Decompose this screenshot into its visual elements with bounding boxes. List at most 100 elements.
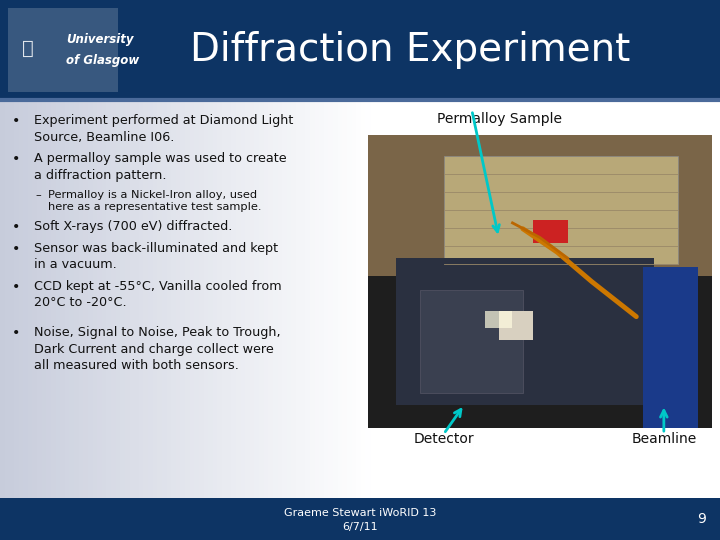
Bar	[107, 100, 112, 498]
Bar	[395, 258, 654, 404]
Bar	[333, 100, 338, 498]
Bar	[356, 100, 361, 498]
Bar	[97, 100, 103, 498]
Text: Soft X-rays (700 eV) diffracted.: Soft X-rays (700 eV) diffracted.	[34, 220, 233, 233]
Bar	[120, 100, 126, 498]
Bar	[485, 311, 513, 328]
Bar	[9, 100, 15, 498]
Bar	[32, 100, 38, 498]
Bar	[328, 100, 334, 498]
Bar	[130, 100, 135, 498]
Bar	[65, 100, 71, 498]
Bar	[37, 100, 42, 498]
Bar	[347, 100, 353, 498]
Text: 🏛: 🏛	[22, 39, 34, 58]
Text: University: University	[66, 33, 133, 46]
Bar	[342, 100, 348, 498]
Bar	[84, 100, 89, 498]
Bar	[23, 100, 29, 498]
Bar	[217, 100, 223, 498]
Bar	[269, 100, 274, 498]
Bar	[46, 100, 52, 498]
Bar	[60, 100, 66, 498]
Bar	[148, 100, 153, 498]
Bar	[250, 100, 256, 498]
Bar	[194, 100, 200, 498]
Text: •: •	[12, 326, 20, 340]
Bar	[310, 100, 315, 498]
Bar	[444, 156, 678, 264]
Bar	[643, 267, 698, 428]
Bar	[368, 135, 712, 275]
Text: 6/7/11: 6/7/11	[342, 522, 378, 532]
Text: of Glasgow: of Glasgow	[66, 53, 139, 66]
Bar	[189, 100, 195, 498]
Bar	[171, 100, 176, 498]
Bar	[236, 100, 241, 498]
Bar	[139, 100, 145, 498]
Bar	[319, 100, 325, 498]
Bar	[134, 100, 140, 498]
Bar	[14, 100, 19, 498]
Bar	[227, 100, 233, 498]
Bar	[88, 100, 94, 498]
Bar	[116, 100, 121, 498]
Text: •: •	[12, 220, 20, 234]
Bar	[185, 100, 191, 498]
Bar	[204, 100, 209, 498]
Bar	[292, 100, 297, 498]
Bar	[287, 100, 292, 498]
Bar	[0, 100, 6, 498]
Bar	[78, 100, 84, 498]
Text: •: •	[12, 280, 20, 294]
Bar	[259, 100, 265, 498]
Bar	[315, 100, 320, 498]
Text: Graeme Stewart iWoRID 13: Graeme Stewart iWoRID 13	[284, 508, 436, 518]
Text: Beamline: Beamline	[631, 432, 696, 446]
Text: Noise, Signal to Noise, Peak to Trough,
Dark Current and charge collect were
all: Noise, Signal to Noise, Peak to Trough, …	[34, 326, 281, 372]
Bar	[240, 100, 246, 498]
Bar	[102, 100, 107, 498]
Bar	[55, 100, 61, 498]
Text: Permalloy Sample: Permalloy Sample	[437, 112, 562, 126]
Bar	[301, 100, 306, 498]
Bar	[351, 100, 357, 498]
Text: –: –	[35, 190, 41, 200]
Bar	[208, 100, 214, 498]
Bar	[199, 100, 204, 498]
Text: A permalloy sample was used to create
a diffraction pattern.: A permalloy sample was used to create a …	[34, 152, 287, 181]
Bar	[42, 100, 48, 498]
Bar	[365, 100, 371, 498]
Bar	[222, 100, 228, 498]
Bar	[4, 100, 10, 498]
Bar	[19, 100, 24, 498]
Bar	[162, 100, 168, 498]
Bar	[153, 100, 158, 498]
Bar	[166, 100, 172, 498]
Bar	[533, 220, 567, 244]
Text: Diffraction Experiment: Diffraction Experiment	[190, 31, 630, 69]
Bar	[264, 100, 269, 498]
Bar	[282, 100, 288, 498]
Bar	[8, 8, 118, 92]
Bar	[338, 100, 343, 498]
Text: •: •	[12, 242, 20, 256]
Bar	[277, 100, 283, 498]
Bar	[176, 100, 181, 498]
Bar	[181, 100, 186, 498]
Bar	[361, 100, 366, 498]
Bar	[420, 291, 523, 393]
Bar	[212, 100, 218, 498]
Bar	[143, 100, 149, 498]
Text: •: •	[12, 152, 20, 166]
Text: 9: 9	[698, 512, 706, 526]
Bar	[111, 100, 117, 498]
Bar	[499, 311, 533, 340]
Bar	[254, 100, 260, 498]
Bar	[0, 498, 720, 540]
Text: Permalloy is a Nickel-Iron alloy, used
here as a representative test sample.: Permalloy is a Nickel-Iron alloy, used h…	[48, 190, 261, 212]
Bar	[296, 100, 302, 498]
Bar	[368, 135, 712, 428]
Bar	[157, 100, 163, 498]
Text: Sensor was back-illuminated and kept
in a vacuum.: Sensor was back-illuminated and kept in …	[34, 242, 278, 272]
